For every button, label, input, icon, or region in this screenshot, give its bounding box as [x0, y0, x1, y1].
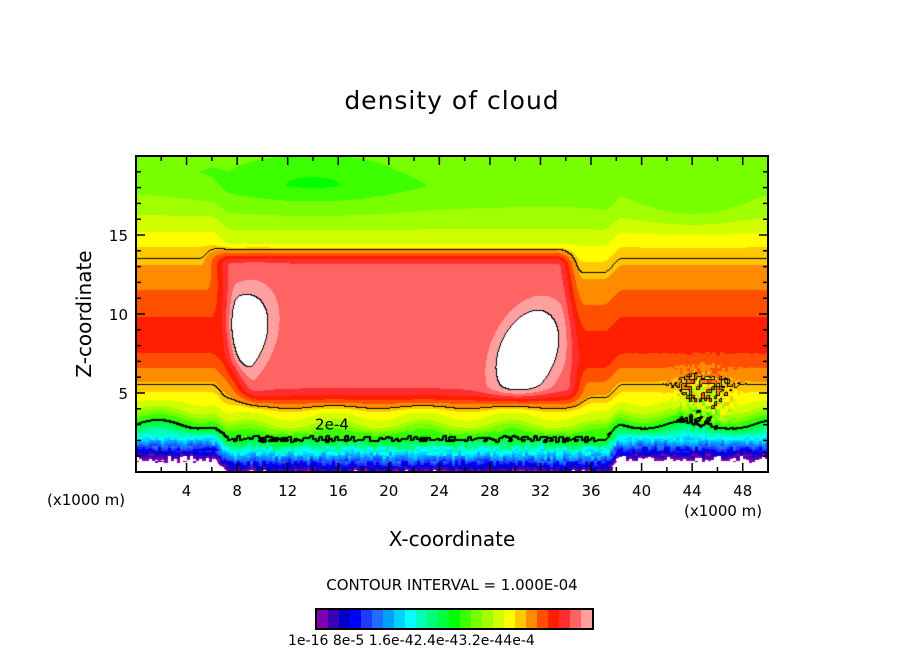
colorbar-swatch — [438, 610, 449, 628]
colorbar-swatch — [449, 610, 460, 628]
chart-title: density of cloud — [344, 86, 560, 115]
colorbar-swatch — [339, 610, 350, 628]
colorbar-label: 1e-16 — [288, 633, 329, 649]
colorbar-label: 3.2e-4 — [458, 633, 504, 649]
colorbar-labels: 1e-16 8e-5 1.6e-42.4e-43.2e-44e-4 — [288, 633, 535, 649]
x-tick-label: 32 — [531, 482, 550, 500]
y-tick-label: 15 — [109, 227, 128, 245]
colorbar-swatch — [559, 610, 570, 628]
colorbar-label: 4e-4 — [503, 633, 535, 649]
colorbar-label: 2.4e-4 — [413, 633, 459, 649]
x-tick-label: 36 — [581, 482, 600, 500]
colorbar-label: 1.6e-4 — [368, 633, 414, 649]
colorbar-swatch — [570, 610, 581, 628]
colorbar-swatch — [317, 610, 328, 628]
x-tick-label: 44 — [683, 482, 702, 500]
x-tick-label: 48 — [733, 482, 752, 500]
colorbar-swatch — [394, 610, 405, 628]
colorbar-swatch — [350, 610, 361, 628]
colorbar-swatch — [515, 610, 526, 628]
y-axis-label: Z-coordinate — [72, 250, 96, 378]
colorbar-swatch — [405, 610, 416, 628]
colorbar-swatch — [383, 610, 394, 628]
x-tick-label: 24 — [430, 482, 449, 500]
contour-interval-label: CONTOUR INTERVAL = 1.000E-04 — [326, 576, 578, 594]
y-tick-label: 10 — [109, 306, 128, 324]
x-tick-label: 40 — [632, 482, 651, 500]
x-axis-label: X-coordinate — [388, 527, 516, 551]
colorbar — [315, 608, 594, 630]
colorbar-swatch — [504, 610, 515, 628]
colorbar-swatch — [482, 610, 493, 628]
colorbar-swatch — [361, 610, 372, 628]
colorbar-label: 8e-5 — [332, 633, 365, 649]
colorbar-swatch — [328, 610, 339, 628]
colorbar-swatch — [581, 610, 592, 628]
plot-frame — [135, 155, 769, 473]
x-tick-label: 12 — [278, 482, 297, 500]
x-unit-label-left: (x1000 m) — [47, 491, 126, 509]
colorbar-swatch — [548, 610, 559, 628]
colorbar-swatch — [493, 610, 504, 628]
colorbar-swatch — [460, 610, 471, 628]
colorbar-swatch — [372, 610, 383, 628]
x-tick-label: 20 — [379, 482, 398, 500]
y-tick-label: 5 — [118, 385, 128, 403]
colorbar-swatch — [427, 610, 438, 628]
colorbar-swatch — [526, 610, 537, 628]
x-tick-label: 16 — [329, 482, 348, 500]
contour-label: 2e-4 — [315, 415, 349, 433]
contour-field — [136, 156, 768, 472]
x-tick-label: 4 — [182, 482, 192, 500]
colorbar-swatch — [416, 610, 427, 628]
x-tick-label: 8 — [232, 482, 242, 500]
x-tick-label: 28 — [480, 482, 499, 500]
x-unit-label-right: (x1000 m) — [684, 502, 763, 520]
colorbar-swatch — [471, 610, 482, 628]
colorbar-swatch — [537, 610, 548, 628]
